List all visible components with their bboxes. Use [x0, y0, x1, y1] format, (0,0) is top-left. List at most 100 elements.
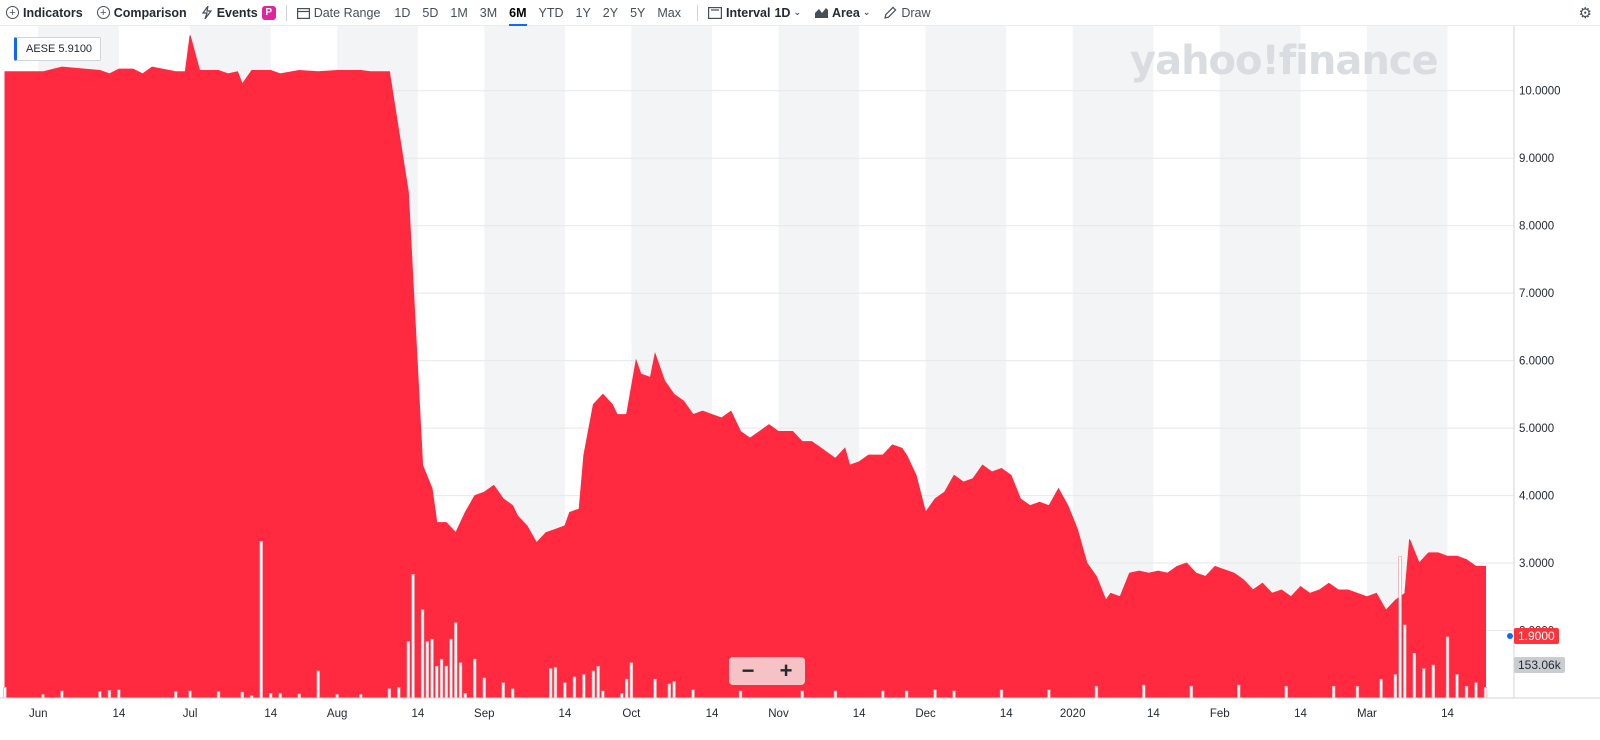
- range-3m-button[interactable]: 3M: [479, 5, 498, 20]
- y-axis-label: 5.0000: [1519, 423, 1554, 435]
- range-5y-button[interactable]: 5Y: [630, 5, 646, 20]
- plus-circle-icon: +: [6, 6, 19, 19]
- volume-bar: [463, 692, 467, 699]
- chart-type-label: Area: [832, 5, 860, 20]
- price-area: [4, 35, 1486, 699]
- y-axis-label: 9.0000: [1519, 153, 1554, 165]
- yahoo-finance-watermark: yahoo!finance: [1130, 38, 1439, 84]
- volume-bar: [881, 690, 885, 699]
- volume-bar: [449, 638, 453, 699]
- range-ytd-button[interactable]: YTD: [538, 5, 564, 20]
- volume-bar: [1393, 674, 1398, 699]
- range-1y-button[interactable]: 1Y: [575, 5, 591, 20]
- x-axis-label: 14: [1147, 708, 1160, 720]
- volume-bar: [387, 688, 392, 699]
- range-1d-button[interactable]: 1D: [394, 5, 411, 20]
- volume-bar: [1237, 684, 1241, 699]
- x-axis-label: 14: [411, 708, 424, 720]
- volume-bar: [800, 690, 804, 699]
- volume-bar: [629, 662, 634, 699]
- volume-bar: [430, 638, 434, 699]
- volume-bar: [406, 641, 411, 699]
- x-axis-label: Oct: [622, 708, 641, 720]
- draw-button[interactable]: Draw: [884, 0, 931, 26]
- ticker-label: AESE 5.9100: [14, 37, 102, 61]
- volume-bar: [411, 573, 415, 699]
- range-1m-button[interactable]: 1M: [450, 5, 468, 20]
- volume-bar: [259, 540, 263, 699]
- range-max-button[interactable]: Max: [657, 5, 682, 20]
- volume-bar: [1379, 678, 1383, 699]
- volume-bar: [420, 609, 425, 699]
- y-axis-label: 10.0000: [1519, 86, 1561, 98]
- volume-bar: [601, 690, 605, 699]
- y-axis-label: 6.0000: [1519, 356, 1554, 368]
- volume-bar: [1422, 668, 1426, 699]
- volume-bar: [3, 687, 7, 699]
- volume-bar: [1331, 685, 1336, 699]
- volume-bar: [458, 662, 463, 699]
- events-label: Events: [216, 5, 258, 20]
- volume-bar: [952, 690, 956, 699]
- last-price-badge: 1.9000: [1514, 628, 1559, 644]
- x-axis-label: 14: [1000, 708, 1013, 720]
- range-2y-button[interactable]: 2Y: [602, 5, 619, 20]
- volume-bar: [596, 665, 600, 699]
- volume-bar: [473, 658, 477, 699]
- volume-bar: [1094, 685, 1099, 699]
- volume-bar: [216, 691, 221, 699]
- plus-circle-icon: +: [96, 6, 110, 19]
- volume-bar: [672, 681, 676, 699]
- zoom-out-button[interactable]: −: [741, 658, 755, 683]
- events-button[interactable]: Events P: [201, 0, 276, 26]
- range-6m-button[interactable]: 6M: [509, 0, 527, 26]
- x-axis-label: Jul: [183, 708, 198, 720]
- volume-bar: [240, 691, 244, 699]
- y-axis-label: 7.0000: [1519, 288, 1554, 300]
- toolbar-divider: [285, 4, 287, 21]
- range-5d-button[interactable]: 5D: [422, 5, 439, 20]
- volume-bar: [397, 687, 401, 699]
- range-selector: 1D 5D 1M 3M 6M YTD 1Y 2Y 5Y Max: [388, 0, 687, 26]
- indicators-label: Indicators: [23, 5, 83, 20]
- x-axis-label: Sep: [474, 708, 494, 720]
- toolbar-divider: [697, 4, 699, 21]
- volume-bar: [1355, 685, 1360, 699]
- last-volume-badge: 153.06k: [1514, 657, 1565, 673]
- volume-bar: [297, 693, 301, 699]
- x-axis-label: Feb: [1210, 708, 1230, 720]
- volume-bar: [107, 690, 112, 699]
- volume-bar: [1431, 664, 1436, 699]
- candle-icon: [708, 6, 723, 19]
- volume-bar: [174, 691, 178, 699]
- volume-bar: [41, 694, 45, 699]
- volume-bar: [359, 694, 363, 699]
- x-axis-label: Mar: [1357, 708, 1377, 720]
- volume-bar: [999, 689, 1004, 699]
- x-axis-label: Nov: [768, 708, 789, 720]
- zoom-controls: − +: [729, 657, 805, 685]
- volume-bar: [1483, 687, 1488, 699]
- date-range-button[interactable]: Date Range: [296, 0, 380, 26]
- volume-bar: [904, 690, 909, 699]
- chart-toolbar: + Indicators + Comparison Events P Date …: [0, 0, 1600, 26]
- gear-icon[interactable]: ⚙: [1578, 5, 1592, 22]
- comparison-button[interactable]: + Comparison: [96, 0, 187, 26]
- draw-label: Draw: [901, 5, 931, 20]
- volume-bar: [1403, 624, 1407, 699]
- volume-bar: [833, 690, 838, 699]
- volume-bar: [188, 690, 192, 699]
- x-axis-label: Dec: [915, 708, 936, 720]
- volume-bar: [591, 670, 596, 699]
- chart-type-dropdown[interactable]: Area ⌄: [815, 0, 870, 26]
- volume-bar: [60, 690, 64, 699]
- volume-bar: [269, 692, 273, 699]
- calendar-icon: [296, 7, 310, 19]
- volume-bar: [439, 658, 444, 699]
- price-chart[interactable]: 10.0000 9.0000 8.0000 7.0000 6.0000 5.0000 4.0…: [0, 26, 1600, 740]
- interval-dropdown[interactable]: Interval 1D ⌄: [708, 0, 801, 26]
- indicators-button[interactable]: + Indicators: [6, 0, 83, 26]
- zoom-in-button[interactable]: +: [779, 658, 793, 683]
- volume-bar: [1455, 674, 1459, 699]
- x-axis-label: 2020: [1060, 708, 1086, 720]
